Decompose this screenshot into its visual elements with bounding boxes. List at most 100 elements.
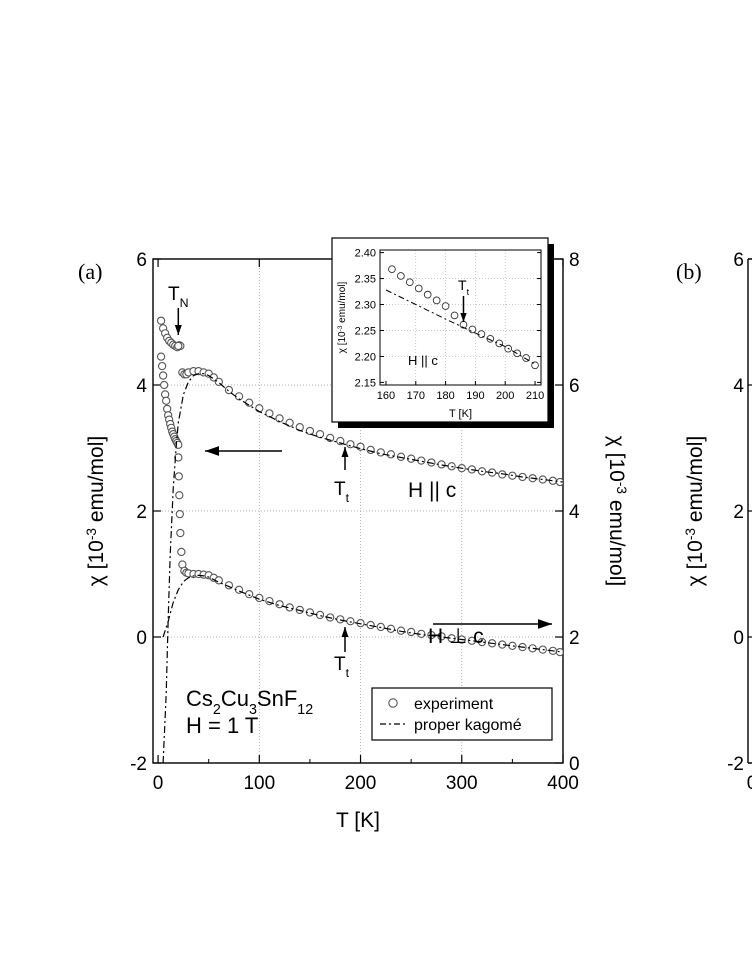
y-right-tick-label: 8 bbox=[569, 250, 580, 271]
series-2 bbox=[174, 453, 563, 657]
arrow-left-axis-head bbox=[205, 446, 219, 456]
x-tick-label: 200 bbox=[345, 773, 377, 794]
annotation-Tt-perp: Tt bbox=[334, 654, 350, 680]
inset-y-axis-label: χ [10-3 emu/mol] bbox=[337, 281, 349, 353]
arrow-left-axis bbox=[205, 446, 282, 456]
data-point bbox=[406, 627, 416, 637]
inset-panel: 160 170 180 190 200 210 2.15 2.20 2.25 2.30 2.35 2.… bbox=[331, 237, 554, 428]
data-point bbox=[555, 647, 563, 657]
inset-annotation-Tt: Tt bbox=[458, 277, 470, 297]
inset-x-tick-label: 180 bbox=[436, 390, 454, 402]
arrow-right-axis bbox=[433, 619, 552, 629]
data-point bbox=[175, 510, 184, 519]
data-point bbox=[245, 590, 254, 599]
data-point bbox=[376, 448, 385, 457]
panel-b-y-tick-label: -2 bbox=[727, 754, 744, 775]
series-line-4 bbox=[162, 574, 563, 653]
data-point bbox=[245, 398, 254, 407]
inset-data-point bbox=[468, 325, 477, 334]
x-tick-label: 0 bbox=[153, 773, 164, 794]
legend-label-kagome: proper kagomé bbox=[414, 717, 522, 734]
inset-x-tick-label: 170 bbox=[407, 390, 425, 402]
inset-y-tick-label: 2.20 bbox=[355, 351, 376, 363]
inset-x-tick-label: 210 bbox=[526, 390, 544, 402]
legend: experiment proper kagomé bbox=[371, 687, 553, 741]
y-left-tick-label: 6 bbox=[136, 250, 147, 271]
arrow-Tt-par-head bbox=[341, 447, 349, 457]
y-right-axis-label: χ [10-3 emu/mol] bbox=[605, 436, 630, 586]
data-point bbox=[175, 491, 184, 500]
panel-label-b: (b) bbox=[676, 259, 702, 284]
y-right-tick-label: 6 bbox=[569, 376, 580, 397]
panel-b-y-tick-label: 0 bbox=[733, 628, 744, 649]
data-point bbox=[159, 380, 169, 390]
data-point bbox=[336, 436, 345, 446]
inset-data-point bbox=[397, 272, 405, 280]
data-point bbox=[224, 385, 234, 395]
y-right-tick-label: 0 bbox=[569, 754, 580, 775]
data-point bbox=[176, 528, 185, 538]
inset-data-point bbox=[388, 265, 396, 274]
inset-data-point bbox=[405, 278, 414, 287]
data-point bbox=[538, 475, 547, 484]
data-point bbox=[305, 426, 315, 436]
x-axis-label: T [K] bbox=[336, 809, 380, 832]
y-right-tick-label: 2 bbox=[569, 628, 580, 649]
inset-box bbox=[331, 237, 549, 423]
arrow-Tt-perp bbox=[341, 627, 349, 652]
arrow-right-axis-head bbox=[538, 619, 552, 629]
y-left-tick-label: -2 bbox=[130, 754, 147, 775]
panel-b-y-tick-label: 2 bbox=[733, 502, 744, 523]
data-point bbox=[315, 429, 325, 439]
data-point bbox=[162, 396, 171, 405]
field-label: H = 1 T bbox=[186, 713, 258, 738]
legend-marker-circle bbox=[388, 698, 398, 708]
inset-y-tick-label: 2.25 bbox=[355, 325, 376, 337]
inset-y-tick-label: 2.15 bbox=[355, 377, 376, 389]
annotation-Tt-par: Tt bbox=[334, 479, 350, 505]
arrow-Tt-perp-head bbox=[341, 627, 349, 637]
inset-data-point bbox=[495, 339, 504, 348]
inset-data-point bbox=[414, 284, 423, 293]
legend-label-experiment: experiment bbox=[414, 696, 494, 713]
data-point bbox=[174, 341, 183, 351]
y-left-tick-label: 4 bbox=[136, 376, 147, 397]
inset-x-tick-label: 190 bbox=[466, 390, 484, 402]
data-point bbox=[366, 445, 375, 455]
data-point bbox=[158, 371, 168, 380]
y-left-tick-label: 0 bbox=[136, 628, 147, 649]
panel-a: 0 100 200 300 400 -2 0 2 4 6 0 2 4 6 8 T [K] χ [10-3 emu… bbox=[78, 250, 630, 832]
inset-x-tick-label: 160 bbox=[377, 390, 395, 402]
series-1 bbox=[156, 316, 183, 352]
x-tick-label: 300 bbox=[446, 773, 478, 794]
plot-area bbox=[156, 316, 563, 763]
y-left-tick-label: 2 bbox=[136, 502, 147, 523]
inset-arrow-Tt-head bbox=[460, 313, 467, 322]
inset-y-tick-label: 2.30 bbox=[355, 300, 376, 312]
data-point bbox=[209, 373, 218, 382]
arrow-TN-head bbox=[174, 325, 182, 335]
data-point bbox=[437, 460, 446, 469]
data-point bbox=[156, 316, 166, 325]
data-point bbox=[275, 600, 284, 609]
x-tick-label: 100 bbox=[243, 773, 275, 794]
label-H-perp: H ⊥ c bbox=[428, 625, 484, 648]
data-point bbox=[177, 547, 186, 557]
data-point bbox=[156, 352, 166, 361]
x-tick-label: 400 bbox=[547, 773, 579, 794]
panel-b: (b)-202460χ [10-3 emu/mol] bbox=[676, 250, 752, 794]
series-line-3 bbox=[162, 373, 563, 763]
inset-label-H-par: H || c bbox=[408, 353, 438, 368]
data-point bbox=[336, 615, 345, 624]
data-point bbox=[386, 450, 396, 459]
data-point bbox=[174, 472, 183, 481]
label-H-parallel: H || c bbox=[408, 479, 456, 502]
data-point bbox=[174, 453, 183, 462]
compound-label: Cs2Cu3SnF12 bbox=[186, 686, 313, 718]
arrow-TN bbox=[174, 308, 182, 335]
data-point bbox=[315, 610, 325, 620]
inset-frame bbox=[379, 249, 542, 386]
inset-data-point bbox=[432, 296, 441, 305]
data-point bbox=[366, 620, 375, 630]
y-left-axis-label: χ [10-3 emu/mol] bbox=[84, 436, 109, 586]
